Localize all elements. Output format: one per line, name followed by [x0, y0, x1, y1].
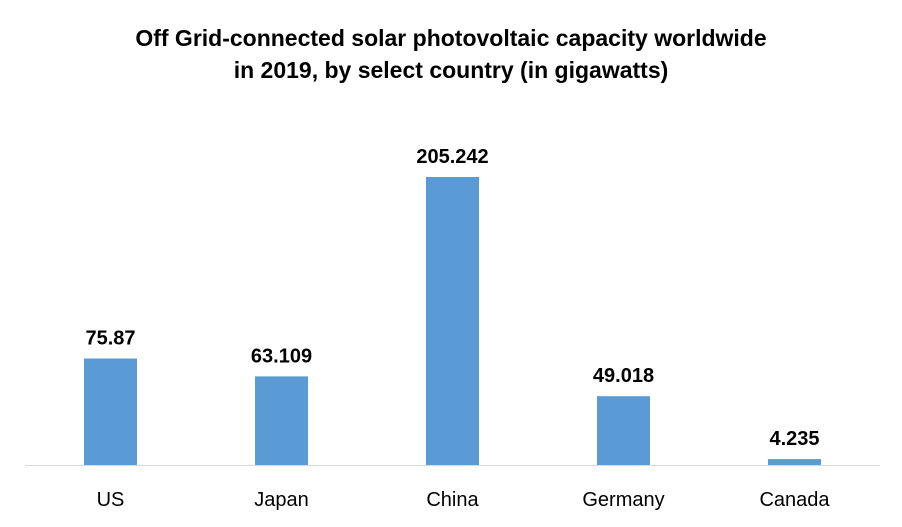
category-label-germany: Germany	[582, 489, 664, 511]
bar-china	[426, 177, 479, 465]
bars-group	[84, 177, 821, 465]
category-label-us: US	[97, 489, 125, 511]
category-label-canada: Canada	[759, 489, 830, 511]
category-label-china: China	[426, 489, 479, 511]
category-labels-group: US Japan China Germany Canada	[97, 489, 831, 511]
value-label-canada: 4.235	[769, 428, 819, 450]
bar-canada	[768, 459, 821, 465]
value-label-china: 205.242	[416, 146, 488, 168]
bar-germany	[597, 396, 650, 465]
value-label-us: 75.87	[85, 328, 135, 350]
bar-japan	[255, 376, 308, 465]
value-label-germany: 49.018	[593, 365, 654, 387]
category-label-japan: Japan	[254, 489, 309, 511]
value-label-japan: 63.109	[251, 345, 312, 367]
bar-us	[84, 359, 137, 466]
